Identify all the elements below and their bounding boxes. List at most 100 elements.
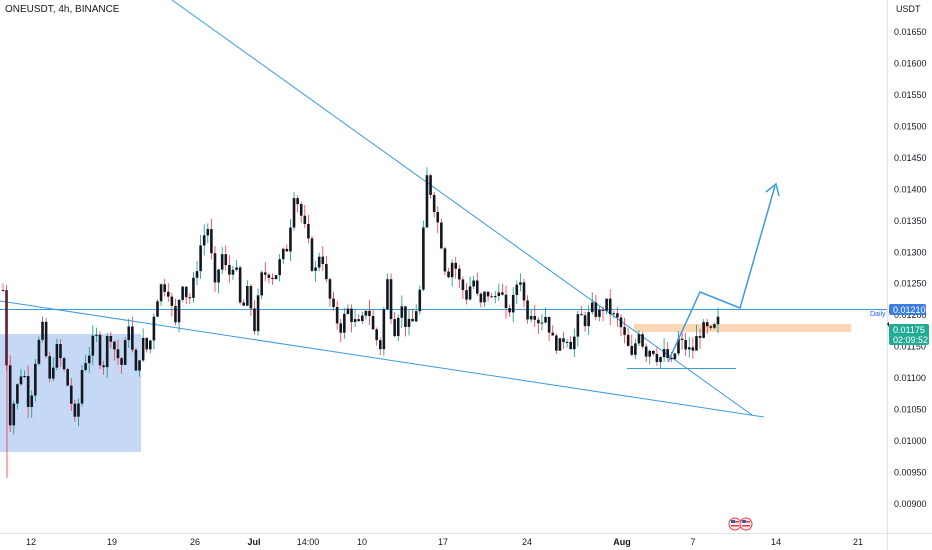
candle-body — [242, 302, 246, 306]
candle-body — [641, 334, 644, 347]
candle-body — [62, 358, 66, 370]
descending-trendline[interactable] — [171, 0, 753, 416]
x-tick-label: Aug — [613, 537, 631, 547]
candle-body — [281, 248, 285, 260]
symbol-title[interactable]: ONEUSDT, 4h, BINANCE — [5, 4, 120, 15]
candle-body — [540, 322, 544, 324]
candle-body — [669, 358, 673, 360]
candle-body — [587, 312, 590, 327]
candle-body — [454, 262, 458, 269]
candle-body — [486, 291, 490, 297]
candle-body — [709, 326, 713, 328]
candle-body — [422, 227, 425, 290]
candle-body — [368, 310, 371, 316]
candle-body — [590, 302, 594, 313]
candle-body — [220, 254, 224, 270]
candle-body — [105, 336, 109, 368]
candle-body — [310, 238, 314, 271]
candle-body — [551, 332, 555, 336]
candle-body — [73, 403, 77, 417]
x-tick-label: 17 — [438, 537, 448, 547]
candle-body — [389, 279, 393, 320]
candle-body — [328, 279, 332, 299]
candle-body — [493, 296, 497, 298]
candle-body — [145, 337, 149, 350]
y-tick-label: 0.01250 — [894, 279, 927, 289]
x-tick-label: 26 — [190, 537, 200, 547]
candle-body — [267, 274, 271, 278]
y-tick-label: 0.01550 — [894, 90, 927, 100]
candle-body — [616, 313, 619, 318]
candle-body — [55, 344, 59, 368]
current-price-tag: 0.01175 02:09:52 — [887, 322, 929, 345]
candle-body — [156, 301, 159, 317]
candle-body — [307, 223, 310, 239]
candle-body — [447, 271, 450, 278]
candle-body — [407, 318, 411, 327]
candle-body — [271, 277, 274, 280]
candle-body — [91, 335, 95, 356]
y-tick-label: 0.01650 — [894, 27, 927, 37]
candle-body — [303, 215, 307, 224]
candle-body — [19, 376, 23, 385]
candle-body — [569, 341, 572, 350]
candle-body — [659, 357, 662, 363]
x-tick-label: Jul — [247, 537, 260, 547]
resistance-zone[interactable] — [634, 324, 851, 332]
candle-body — [468, 286, 472, 300]
candle-body — [687, 347, 691, 350]
candle-body — [34, 363, 37, 396]
x-tick-label: 14:00 — [297, 537, 320, 547]
candle-body — [26, 376, 30, 407]
candle-body — [66, 369, 69, 386]
candle-body — [698, 336, 702, 338]
candle-body — [163, 284, 166, 292]
candle-body — [576, 314, 580, 337]
projection-path[interactable] — [667, 185, 776, 363]
candle-body — [357, 319, 361, 322]
candle-body — [544, 316, 547, 323]
candle-body — [608, 298, 612, 315]
candle-body — [673, 353, 677, 360]
support-trendline[interactable] — [0, 300, 765, 418]
candle-body — [77, 403, 80, 417]
us-event-flags[interactable] — [728, 517, 753, 531]
candle-body — [59, 344, 62, 359]
candle-body — [184, 286, 188, 298]
daily-level-label: Daily — [870, 311, 886, 318]
candle-body — [335, 307, 339, 324]
candle-body — [263, 272, 267, 275]
candle-body — [343, 313, 346, 333]
x-tick-label: 14 — [771, 537, 781, 547]
candle-body — [652, 350, 655, 355]
candle-body — [440, 222, 443, 249]
candle-body — [346, 308, 350, 314]
candle-body — [213, 253, 217, 283]
candle-body — [224, 254, 228, 266]
candle-body — [296, 198, 299, 205]
candle-body — [228, 265, 231, 275]
candle-body — [48, 356, 52, 379]
x-axis-ticks: 12 19 26 Jul 14:00 10 17 24 Aug 7 14 21 — [26, 537, 863, 547]
candle-body — [547, 316, 551, 333]
candle-body — [325, 263, 328, 280]
candle-body — [30, 395, 34, 407]
candle-body — [519, 282, 522, 285]
candle-body — [1, 290, 5, 292]
candle-body — [501, 292, 504, 295]
candle-body — [159, 284, 163, 302]
y-tick-label: 0.01400 — [894, 184, 927, 194]
y-tick-label: 0.01150 — [894, 342, 926, 352]
candle-body — [152, 316, 156, 341]
candle-body — [149, 340, 152, 350]
candle-body — [465, 290, 468, 300]
candle-body — [662, 349, 666, 358]
candle-body — [317, 256, 321, 268]
candle-body — [432, 194, 436, 213]
candle-body — [404, 306, 407, 327]
candle-body — [360, 315, 364, 322]
candle-body — [655, 354, 659, 363]
candle-body — [558, 338, 562, 351]
candle-body — [565, 341, 569, 343]
